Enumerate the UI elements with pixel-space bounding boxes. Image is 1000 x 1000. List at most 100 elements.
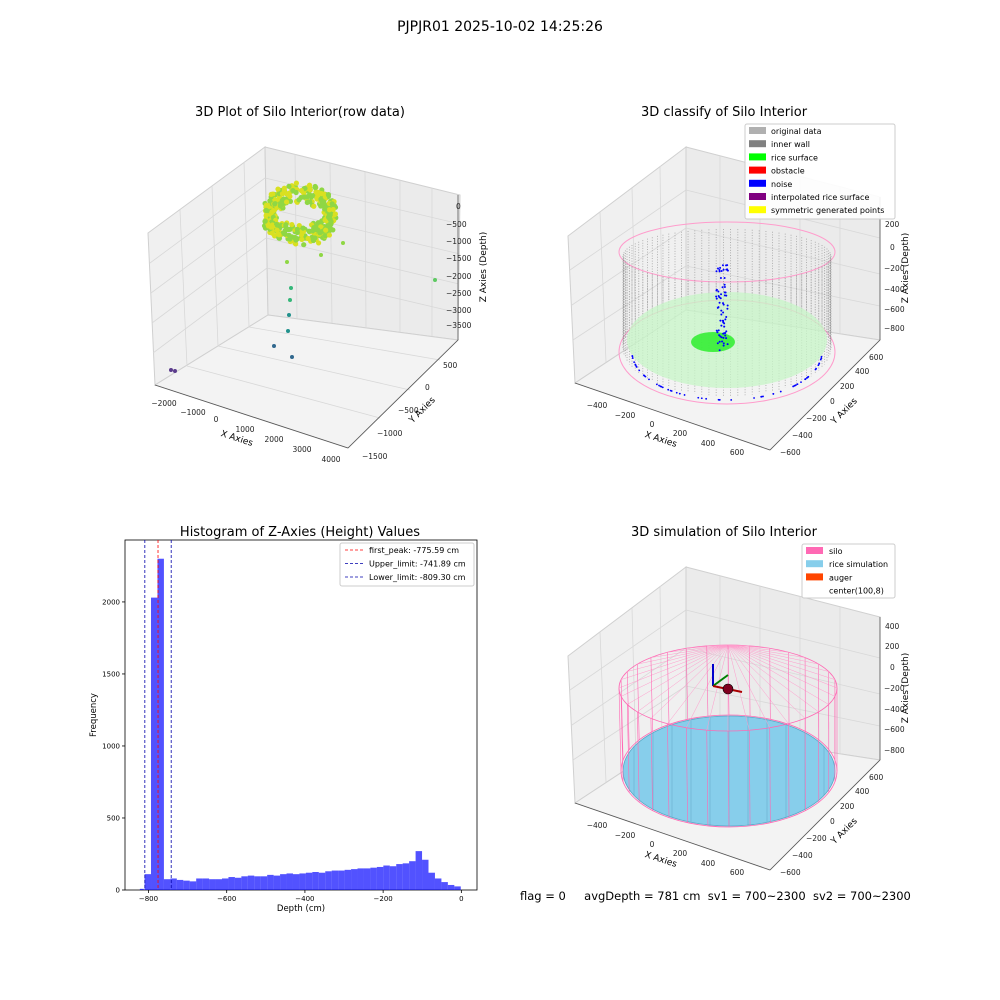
silo-wire-line [618, 687, 622, 772]
cls-legend-label: rice surface [771, 153, 818, 162]
raw-ztick: −500 [446, 220, 467, 229]
raw-point [283, 224, 289, 230]
noise-point [715, 270, 718, 273]
cls-ztick: −800 [884, 324, 905, 333]
hist-bar [357, 868, 364, 890]
noise-point [779, 390, 782, 393]
hist-bar [325, 871, 332, 890]
hist-bars [139, 558, 461, 890]
figure-suptitle: PJPJR01 2025-10-02 14:25:26 [397, 19, 603, 35]
sim-ztick: 200 [885, 642, 900, 651]
noise-point [715, 329, 718, 332]
sv2-status: sv2 = 700~2300 [812, 889, 911, 903]
noise-point [661, 386, 664, 389]
hist-legend-label: Lower_limit: -809.30 cm [369, 573, 466, 582]
flag-status: flag = 0 [520, 889, 566, 903]
silo-wire-line [685, 727, 688, 823]
silo-roof-line [620, 644, 729, 697]
raw-point [326, 232, 333, 238]
raw-ztick: −2000 [446, 272, 472, 281]
noise-point [718, 349, 721, 352]
raw-point [285, 260, 289, 264]
hist-bar [441, 882, 448, 890]
noise-point [720, 324, 723, 327]
hist-bar [338, 870, 345, 890]
silo-roof-line [650, 644, 729, 719]
sim-legend-swatch [806, 547, 823, 554]
raw-point [329, 201, 335, 207]
silo-wire-line [626, 671, 630, 750]
raw-point [307, 199, 313, 205]
silo-wire-line [727, 644, 730, 716]
cls-legend-swatch [749, 179, 766, 187]
raw-point [433, 278, 437, 282]
raw-point [293, 180, 299, 186]
raw-ztick: −2500 [446, 289, 472, 298]
hist-legend-label: Upper_limit: -741.89 cm [369, 560, 466, 569]
raw-point-cloud [169, 180, 437, 373]
noise-point [719, 276, 722, 279]
raw-point [298, 194, 304, 201]
noise-point [719, 266, 722, 269]
silo-roof-line [706, 644, 729, 647]
raw-xtick: 2000 [264, 435, 283, 444]
hist-x-ticks: −800 −600 −400 −200 0 [139, 890, 464, 903]
hist-bar [273, 875, 281, 890]
raw-point [301, 242, 307, 248]
hist-xtick-label: −400 [295, 895, 314, 903]
raw-point [341, 241, 345, 245]
hist-bar [196, 878, 203, 890]
noise-point [722, 344, 725, 347]
raw-point [315, 220, 321, 226]
raw-point [308, 194, 314, 200]
silo-roof-line [727, 644, 835, 680]
panel-classify-3d: 3D classify of Silo Interior −400 −200 0… [567, 105, 911, 457]
hist-ytick-label: 1000 [102, 742, 120, 750]
sim-zlabel: Z Axies (Depth) [901, 653, 911, 724]
noise-point [678, 392, 681, 395]
silo-wire-line [667, 723, 670, 818]
status-bar: flag = 0 avgDepth = 781 cm sv1 = 700~230… [520, 889, 911, 903]
raw-xtick: 3000 [292, 445, 311, 454]
noise-point [820, 357, 823, 360]
silo-wire-line [727, 730, 730, 828]
silo-wire-line [650, 718, 653, 811]
cls-ztick: −200 [884, 264, 905, 273]
noise-point [723, 277, 726, 280]
hist-bar [215, 879, 222, 890]
raw-point [312, 184, 318, 191]
sim-ytick: 200 [840, 802, 855, 811]
noise-point [722, 268, 725, 271]
noise-point [720, 309, 723, 312]
noise-point [716, 306, 719, 309]
raw-point [275, 231, 281, 237]
noise-point [720, 270, 723, 273]
noise-point [723, 322, 726, 325]
raw-ytick: −500 [398, 406, 419, 415]
cls-xtick: 0 [650, 420, 655, 429]
raw-point [315, 240, 322, 246]
hist-bar [139, 888, 144, 890]
noise-point [633, 361, 636, 364]
silo-roof-line [727, 644, 806, 719]
noise-point [723, 332, 726, 335]
silo-wire-line [769, 648, 771, 720]
noise-point [723, 286, 726, 289]
silo-wire-line [626, 704, 630, 793]
hist-bar [434, 878, 442, 890]
sim-ytick: −600 [780, 868, 801, 877]
hist-xtick-label: −600 [217, 895, 236, 903]
hist-bar [299, 873, 306, 890]
sim-xtick: −200 [615, 831, 636, 840]
noise-point [720, 313, 723, 316]
silo-roof-line [727, 644, 750, 731]
sim-ytick: 400 [855, 787, 870, 796]
noise-point [725, 294, 728, 297]
silo-roof-line [727, 644, 806, 658]
hist-bar [312, 871, 319, 890]
hist-ytick-label: 0 [116, 887, 120, 895]
sv1-status: sv1 = 700~2300 [707, 889, 806, 903]
noise-point [700, 397, 703, 400]
hist-bar [254, 876, 261, 890]
